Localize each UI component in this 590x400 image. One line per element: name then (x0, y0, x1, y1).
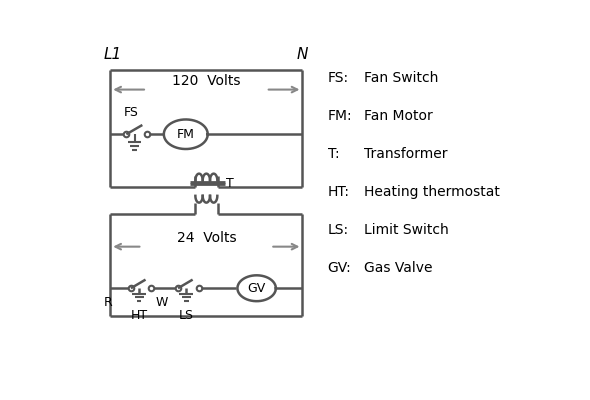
Text: FS: FS (124, 106, 139, 119)
Text: R: R (104, 296, 113, 309)
Text: FS:: FS: (327, 71, 349, 85)
Text: FM:: FM: (327, 109, 352, 123)
Text: HT: HT (130, 309, 148, 322)
Text: W: W (155, 296, 168, 309)
Text: GV:: GV: (327, 260, 351, 274)
Text: Transformer: Transformer (364, 147, 448, 161)
Text: FM: FM (177, 128, 195, 141)
Text: Fan Switch: Fan Switch (364, 71, 438, 85)
Text: T: T (226, 176, 234, 190)
Text: LS:: LS: (327, 223, 349, 237)
Text: 24  Volts: 24 Volts (176, 231, 236, 245)
Text: T:: T: (327, 147, 339, 161)
Text: HT:: HT: (327, 185, 349, 199)
Text: LS: LS (179, 309, 194, 322)
Text: Fan Motor: Fan Motor (364, 109, 433, 123)
Text: Limit Switch: Limit Switch (364, 223, 449, 237)
Text: N: N (297, 47, 308, 62)
Text: 120  Volts: 120 Volts (172, 74, 241, 88)
Text: L1: L1 (103, 47, 122, 62)
Text: GV: GV (248, 282, 266, 295)
Text: Heating thermostat: Heating thermostat (364, 185, 500, 199)
Text: Gas Valve: Gas Valve (364, 260, 432, 274)
